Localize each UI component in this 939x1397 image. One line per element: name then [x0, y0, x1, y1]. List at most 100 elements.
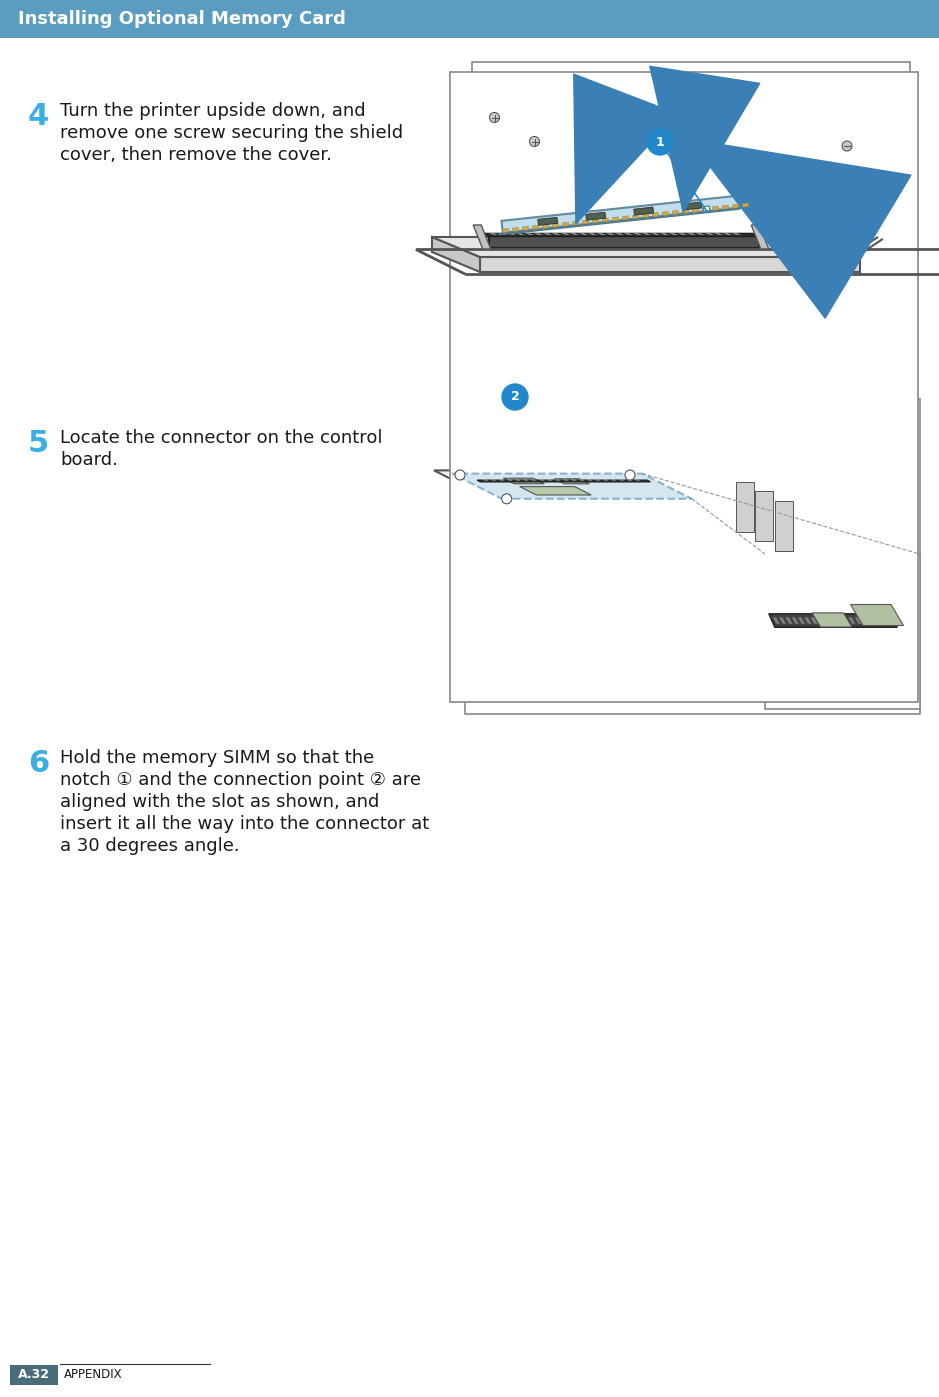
- Text: 2: 2: [511, 391, 519, 404]
- Polygon shape: [723, 233, 732, 235]
- Polygon shape: [489, 236, 759, 249]
- Text: Hold the memory SIMM so that the: Hold the memory SIMM so that the: [60, 749, 375, 767]
- Polygon shape: [525, 233, 534, 235]
- FancyBboxPatch shape: [472, 61, 910, 344]
- Polygon shape: [552, 149, 560, 229]
- Polygon shape: [769, 613, 897, 627]
- Polygon shape: [651, 233, 660, 235]
- Polygon shape: [722, 205, 729, 210]
- Polygon shape: [573, 221, 578, 225]
- Polygon shape: [593, 219, 599, 224]
- Polygon shape: [498, 233, 507, 235]
- Polygon shape: [480, 257, 860, 272]
- Polygon shape: [578, 233, 589, 235]
- Polygon shape: [659, 233, 670, 235]
- Circle shape: [530, 137, 540, 147]
- Text: cover, then remove the cover.: cover, then remove the cover.: [60, 147, 332, 163]
- Polygon shape: [736, 482, 754, 532]
- Text: remove one screw securing the shield: remove one screw securing the shield: [60, 124, 403, 142]
- Polygon shape: [532, 225, 539, 229]
- Text: Turn the printer upside down, and: Turn the printer upside down, and: [60, 102, 365, 120]
- Polygon shape: [778, 617, 786, 624]
- Polygon shape: [714, 233, 723, 235]
- Polygon shape: [773, 617, 780, 624]
- Polygon shape: [775, 502, 793, 552]
- Polygon shape: [552, 224, 559, 228]
- Polygon shape: [432, 237, 860, 257]
- Polygon shape: [686, 233, 697, 235]
- Polygon shape: [538, 218, 558, 225]
- Polygon shape: [522, 149, 842, 229]
- Polygon shape: [851, 605, 903, 626]
- Polygon shape: [453, 474, 692, 499]
- Polygon shape: [561, 233, 570, 235]
- Circle shape: [647, 129, 673, 155]
- Text: Locate the connector on the control: Locate the connector on the control: [60, 429, 382, 447]
- Polygon shape: [848, 617, 855, 624]
- Polygon shape: [473, 225, 491, 249]
- Polygon shape: [615, 233, 624, 235]
- Text: 1: 1: [655, 136, 665, 148]
- Polygon shape: [861, 617, 869, 624]
- Circle shape: [502, 384, 528, 409]
- Circle shape: [594, 124, 605, 134]
- Polygon shape: [713, 207, 718, 211]
- Polygon shape: [603, 218, 608, 222]
- Polygon shape: [682, 203, 701, 210]
- Text: board.: board.: [60, 451, 118, 469]
- Text: notch ① and the connection point ② are: notch ① and the connection point ② are: [60, 771, 421, 789]
- Polygon shape: [743, 203, 748, 207]
- FancyBboxPatch shape: [10, 1365, 58, 1384]
- Polygon shape: [854, 617, 862, 624]
- Polygon shape: [434, 471, 780, 504]
- Polygon shape: [543, 225, 548, 229]
- Polygon shape: [816, 133, 831, 214]
- Text: Installing Optional Memory Card: Installing Optional Memory Card: [18, 10, 346, 28]
- Text: insert it all the way into the connector at: insert it all the way into the connector…: [60, 814, 429, 833]
- Text: 5: 5: [28, 429, 49, 458]
- Polygon shape: [457, 110, 842, 149]
- Polygon shape: [516, 233, 526, 235]
- Polygon shape: [507, 233, 516, 235]
- Polygon shape: [795, 120, 810, 201]
- Polygon shape: [704, 233, 715, 235]
- Polygon shape: [751, 225, 769, 249]
- Polygon shape: [562, 222, 569, 226]
- Text: 6: 6: [28, 749, 49, 778]
- Polygon shape: [623, 233, 634, 235]
- Polygon shape: [499, 207, 743, 235]
- Circle shape: [842, 141, 852, 151]
- Polygon shape: [520, 486, 592, 495]
- Polygon shape: [522, 226, 529, 231]
- Circle shape: [489, 113, 500, 123]
- Polygon shape: [696, 233, 705, 235]
- Polygon shape: [731, 233, 742, 235]
- Polygon shape: [572, 149, 580, 229]
- Text: A.32: A.32: [18, 1369, 50, 1382]
- Text: 4: 4: [28, 102, 49, 131]
- FancyBboxPatch shape: [450, 73, 918, 703]
- Polygon shape: [502, 229, 509, 233]
- Polygon shape: [785, 617, 793, 624]
- Polygon shape: [702, 207, 709, 211]
- Polygon shape: [830, 142, 845, 222]
- Polygon shape: [812, 613, 852, 627]
- Polygon shape: [692, 208, 699, 212]
- Polygon shape: [596, 233, 607, 235]
- Polygon shape: [586, 212, 606, 221]
- Polygon shape: [432, 237, 480, 272]
- FancyBboxPatch shape: [465, 400, 920, 714]
- Polygon shape: [592, 113, 827, 147]
- Circle shape: [455, 469, 465, 481]
- Polygon shape: [703, 205, 710, 211]
- Polygon shape: [500, 504, 780, 555]
- Polygon shape: [551, 233, 562, 235]
- Polygon shape: [678, 233, 687, 235]
- Text: APPENDIX: APPENDIX: [64, 1369, 123, 1382]
- Polygon shape: [533, 233, 544, 235]
- Polygon shape: [788, 116, 803, 197]
- Polygon shape: [653, 212, 659, 217]
- Polygon shape: [503, 478, 545, 483]
- Polygon shape: [672, 211, 679, 215]
- Polygon shape: [669, 233, 678, 235]
